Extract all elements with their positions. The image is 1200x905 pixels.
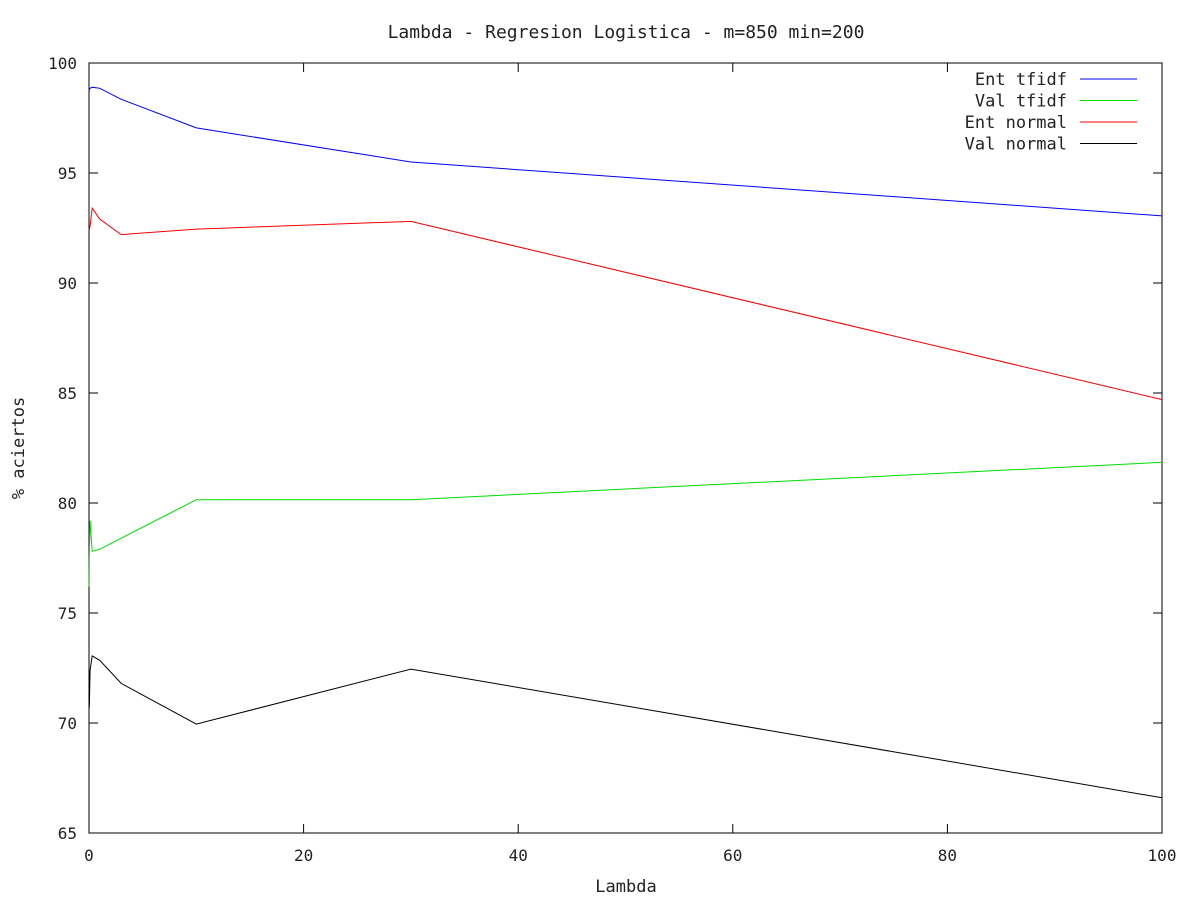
y-axis-ticks: 65 70 75 80 85 90 95 100 — [48, 54, 1162, 843]
x-tick-label: 0 — [84, 846, 94, 865]
legend-label: Ent normal — [965, 113, 1067, 133]
x-tick-label: 60 — [723, 846, 742, 865]
y-tick-label: 75 — [58, 604, 77, 623]
x-tick-label: 40 — [509, 846, 528, 865]
y-tick-label: 100 — [48, 54, 77, 73]
y-tick-label: 80 — [58, 494, 77, 513]
series-line-1 — [88, 86, 1163, 217]
series-lines — [88, 86, 1163, 799]
x-axis-ticks: 0 20 40 60 80 100 — [84, 63, 1176, 865]
y-tick-label: 65 — [58, 824, 77, 843]
plot-frame — [88, 62, 1163, 834]
x-axis-label: Lambda — [595, 877, 656, 897]
legend-label: Ent tfidf — [975, 70, 1067, 90]
y-tick-label: 95 — [58, 164, 77, 183]
y-tick-label: 90 — [58, 274, 77, 293]
series-line-3 — [88, 206, 1163, 401]
series-line-2 — [88, 461, 1163, 587]
chart-title: Lambda - Regresion Logistica - m=850 min… — [388, 22, 865, 43]
y-tick-label: 85 — [58, 384, 77, 403]
series-line-4 — [88, 655, 1163, 799]
legend-label: Val normal — [965, 135, 1067, 155]
y-axis-label: % aciertos — [9, 397, 29, 499]
x-tick-label: 100 — [1148, 846, 1177, 865]
legend-label: Val tfidf — [975, 92, 1067, 112]
x-tick-label: 20 — [294, 846, 313, 865]
x-tick-label: 80 — [938, 846, 957, 865]
y-tick-label: 70 — [58, 714, 77, 733]
